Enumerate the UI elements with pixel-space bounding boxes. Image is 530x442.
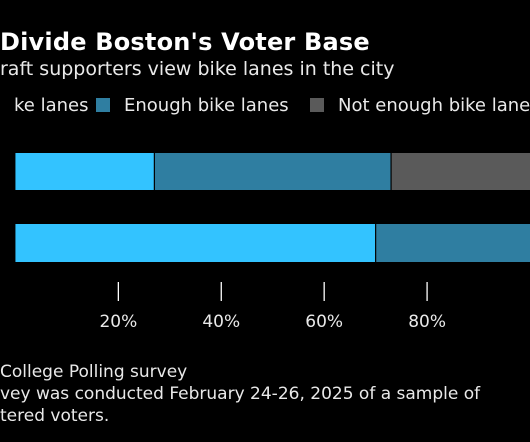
chart-subtitle: raft supporters view bike lanes in the c…	[0, 58, 395, 80]
legend-swatch-enough-bike-lanes	[96, 98, 110, 112]
legend-label-enough-bike-lanes: Enough bike lanes	[124, 94, 289, 116]
x-tick-label-60: 60%	[305, 312, 343, 332]
bar-1-segment-2	[154, 153, 392, 190]
footer-note-line-2: tered voters.	[0, 406, 110, 426]
legend-swatch-not-enough-bike-lanes	[310, 98, 324, 112]
bar-2-segment-1	[15, 224, 376, 262]
bar-1-segment-3	[391, 153, 530, 190]
bar-2-segment-2	[375, 224, 530, 262]
chart-legend: ke lanes Enough bike lanes Not enough bi…	[0, 92, 530, 118]
legend-item-ke-lanes: ke lanes	[0, 92, 88, 118]
footer-note-line-1: vey was conducted February 24-26, 2025 o…	[0, 384, 481, 404]
x-tick-label-40: 40%	[202, 312, 240, 332]
chart-title: Divide Boston's Voter Base	[0, 28, 370, 56]
legend-label-not-enough-bike-lanes: Not enough bike lane	[338, 94, 530, 116]
bar-1-segment-1	[15, 153, 155, 190]
footer-source: College Polling survey	[0, 362, 188, 382]
legend-label-ke-lanes: ke lanes	[14, 94, 89, 116]
legend-item-enough-bike-lanes: Enough bike lanes	[96, 92, 289, 118]
x-tick-label-20: 20%	[99, 312, 137, 332]
x-tick-label-80: 80%	[408, 312, 446, 332]
legend-item-not-enough-bike-lanes: Not enough bike lane	[310, 92, 530, 118]
